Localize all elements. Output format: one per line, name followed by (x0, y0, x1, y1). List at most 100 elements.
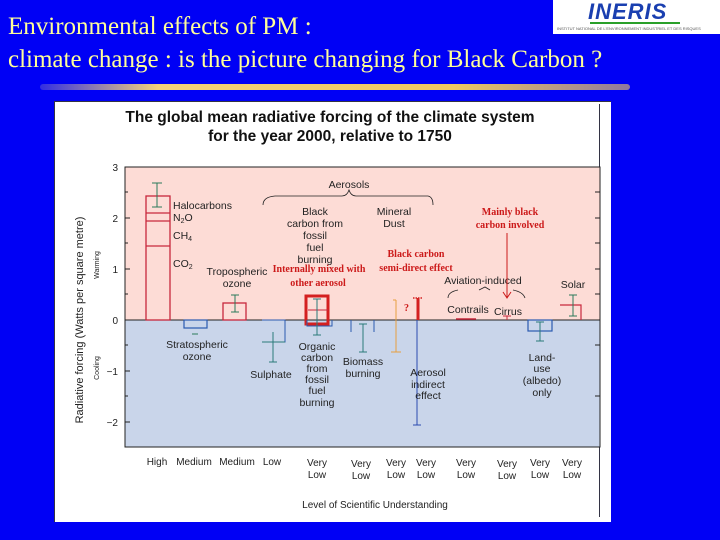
svg-text:burning: burning (297, 254, 332, 266)
svg-text:from: from (307, 363, 328, 375)
chart-title-line2: for the year 2000, relative to 1750 (208, 128, 452, 145)
solar-label: Solar (561, 279, 586, 291)
svg-text:carbon from: carbon from (287, 218, 343, 230)
aviation-group-label: Aviation-induced (444, 275, 522, 287)
chart-title: The global mean radiative forcing of the… (60, 108, 600, 146)
x-axis-label: Level of Scientific Understanding (302, 500, 448, 511)
svg-text:Low: Low (457, 470, 476, 481)
y-axis-label: Radiative forcing (Watts per square metr… (74, 217, 86, 424)
biomass-label-2: burning (345, 368, 380, 380)
svg-text:−1: −1 (107, 367, 119, 378)
svg-text:Very: Very (386, 458, 406, 469)
ch4-label: CH4 (173, 230, 192, 243)
svg-text:Low: Low (531, 470, 550, 481)
contrails-label: Contrails (447, 304, 488, 316)
warming-label: Warming (94, 251, 101, 279)
biomass-error (359, 323, 367, 353)
slide-title-line2: climate change : is the picture changing… (8, 46, 603, 73)
solar-bar (560, 304, 582, 320)
bc-internal-mix-annotation-2: other aerosol (290, 278, 346, 289)
biomass-label: Biomass (343, 356, 383, 368)
landuse-error (536, 321, 544, 342)
bc-label: Black carbon from fossil fuel burning (287, 206, 343, 266)
ghg-stacked-bar (145, 195, 171, 321)
cooling-label: Cooling (94, 356, 101, 380)
aviation-brace (447, 286, 526, 299)
strat-ozone-label: Stratospheric (166, 339, 228, 351)
mainly-bc-annotation: Mainly black (482, 207, 539, 218)
aerosols-group-label: Aerosols (329, 179, 370, 191)
dust-label: Mineral (377, 206, 411, 218)
biomass-bar (350, 320, 375, 332)
trop-ozone-label: Tropospheric (207, 266, 268, 278)
svg-text:Low: Low (352, 471, 371, 482)
logo-underline (590, 22, 680, 24)
ghg-labels: Halocarbons N2O CH4 CO2 (173, 200, 232, 271)
mainly-bc-annotation-2: carbon involved (476, 220, 545, 231)
n2o-label: N2O (173, 212, 193, 225)
bc-semidirect-annotation-2: semi-direct effect (379, 263, 453, 274)
svg-text:3: 3 (112, 163, 118, 174)
svg-text:burning: burning (299, 397, 334, 409)
y-tick-labels: 3 2 1 0 −1 −2 (107, 163, 119, 429)
solar-error (569, 294, 577, 317)
dust-range (391, 299, 401, 353)
svg-text:Very: Very (497, 459, 517, 470)
svg-text:1: 1 (112, 265, 118, 276)
svg-text:Very: Very (416, 458, 436, 469)
oc-bar (306, 320, 333, 327)
trop-ozone-label-2: ozone (223, 278, 252, 290)
trop-ozone-error (231, 294, 239, 313)
bc-semidirect-annotation: Black carbon (388, 249, 445, 260)
svg-text:Black: Black (302, 206, 328, 218)
question-mark: ? (404, 303, 409, 314)
strat-ozone-bar (183, 319, 208, 329)
svg-text:Very: Very (562, 458, 582, 469)
bc-error (313, 298, 321, 320)
svg-text:effect: effect (415, 390, 441, 402)
svg-text:Very: Very (351, 459, 371, 470)
logo-subtitle: INSTITUT NATIONAL DE L'ENVIRONNEMENT IND… (557, 26, 701, 31)
dust-label-2: Dust (383, 218, 405, 230)
svg-text:Halocarbons: Halocarbons (173, 200, 232, 212)
svg-text:only: only (532, 387, 552, 399)
y-axis-ticks (125, 166, 600, 423)
svg-text:Very: Very (307, 458, 327, 469)
svg-text:−2: −2 (107, 418, 119, 429)
logo-text: INERIS (588, 0, 668, 24)
landuse-label: Land- use (albedo) only (523, 352, 562, 399)
svg-text:Very: Very (456, 458, 476, 469)
svg-text:Medium: Medium (176, 457, 212, 468)
svg-text:carbon: carbon (301, 352, 333, 364)
svg-text:fuel: fuel (309, 385, 326, 397)
svg-text:Medium: Medium (219, 457, 255, 468)
svg-text:indirect: indirect (411, 379, 445, 391)
svg-text:use: use (534, 363, 551, 375)
aerosols-brace (262, 188, 434, 206)
svg-text:Organic: Organic (299, 341, 336, 353)
mainly-bc-arrowhead (502, 291, 512, 299)
svg-text:High: High (147, 457, 168, 468)
cirrus-label: Cirrus (494, 306, 522, 318)
svg-text:0: 0 (112, 316, 118, 327)
svg-text:Low: Low (387, 470, 406, 481)
ghg-error-bar (152, 182, 162, 208)
indirect-label: Aerosol indirect effect (410, 367, 446, 402)
slide-title-line1: Environmental effects of PM : (8, 13, 312, 40)
svg-text:Aerosol: Aerosol (410, 367, 446, 379)
svg-text:fossil: fossil (303, 230, 327, 242)
ineris-logo: INERIS INSTITUT NATIONAL DE L'ENVIRONNEM… (553, 0, 720, 34)
oc-label: Organic carbon from fossil fuel burning (299, 341, 336, 409)
svg-text:2: 2 (112, 214, 118, 225)
svg-text:Low: Low (263, 457, 282, 468)
chart-title-line1: The global mean radiative forcing of the… (125, 109, 535, 126)
decorative-swoosh (40, 84, 630, 90)
bc-internal-mix-annotation: Internally mixed with (273, 264, 366, 275)
oc-error (313, 320, 321, 336)
warming-region (124, 166, 601, 321)
sulphate-label: Sulphate (250, 369, 292, 381)
svg-text:Low: Low (563, 470, 582, 481)
sulphate-error (262, 332, 285, 363)
svg-text:Low: Low (308, 470, 327, 481)
